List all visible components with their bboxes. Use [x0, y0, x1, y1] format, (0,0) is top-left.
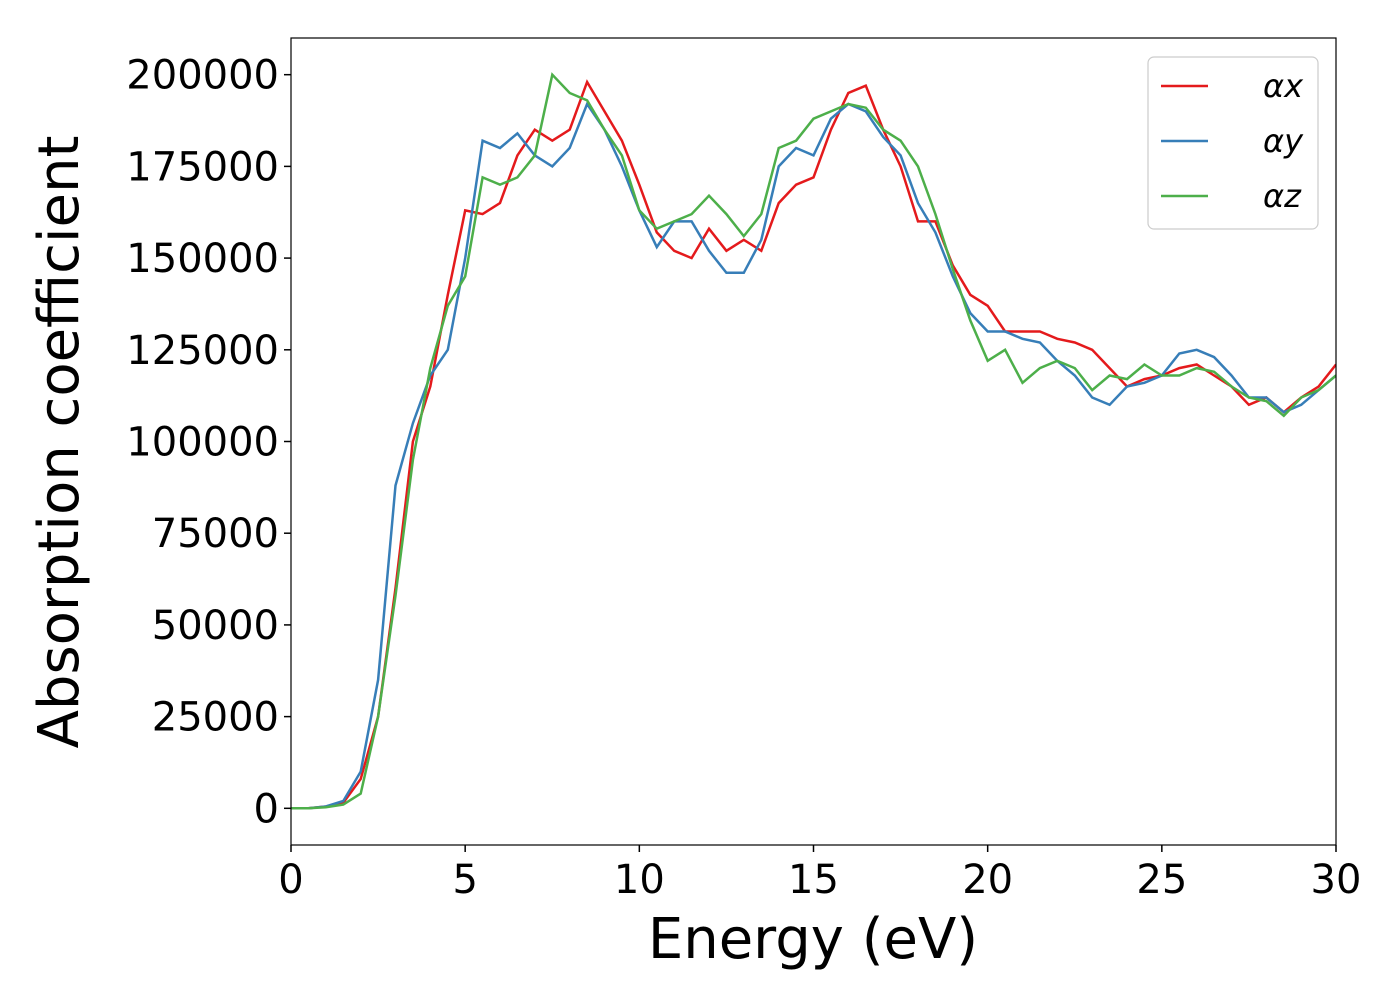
x-tick-label: 15 [788, 857, 839, 903]
y-tick-label: 100000 [126, 420, 279, 466]
y-tick-label: 25000 [152, 695, 279, 741]
y-tick-label: 50000 [152, 603, 279, 649]
x-tick-label: 30 [1311, 857, 1362, 903]
legend-label: αx [1263, 67, 1304, 105]
x-tick-label: 10 [614, 857, 665, 903]
line-series [291, 72, 1336, 810]
legend-label: αy [1263, 122, 1304, 160]
y-tick-label: 0 [254, 786, 279, 832]
y-tick-label: 75000 [152, 511, 279, 557]
x-tick-label: 20 [962, 857, 1013, 903]
plot-frame [290, 37, 1337, 846]
y-tick-label: 200000 [126, 53, 279, 99]
x-tick-label: 25 [1136, 857, 1187, 903]
y-tick-label: 175000 [126, 144, 279, 190]
legend-label: αz [1263, 177, 1302, 215]
x-tick-label: 5 [452, 857, 477, 903]
x-axis-label: Energy (eV) [648, 907, 978, 972]
y-tick-label: 125000 [126, 328, 279, 374]
legend-box [1147, 56, 1319, 230]
y-axis-label: Absorption coefficient [27, 136, 92, 749]
y-tick-label: 150000 [126, 236, 279, 282]
x-tick-label: 0 [278, 857, 303, 903]
